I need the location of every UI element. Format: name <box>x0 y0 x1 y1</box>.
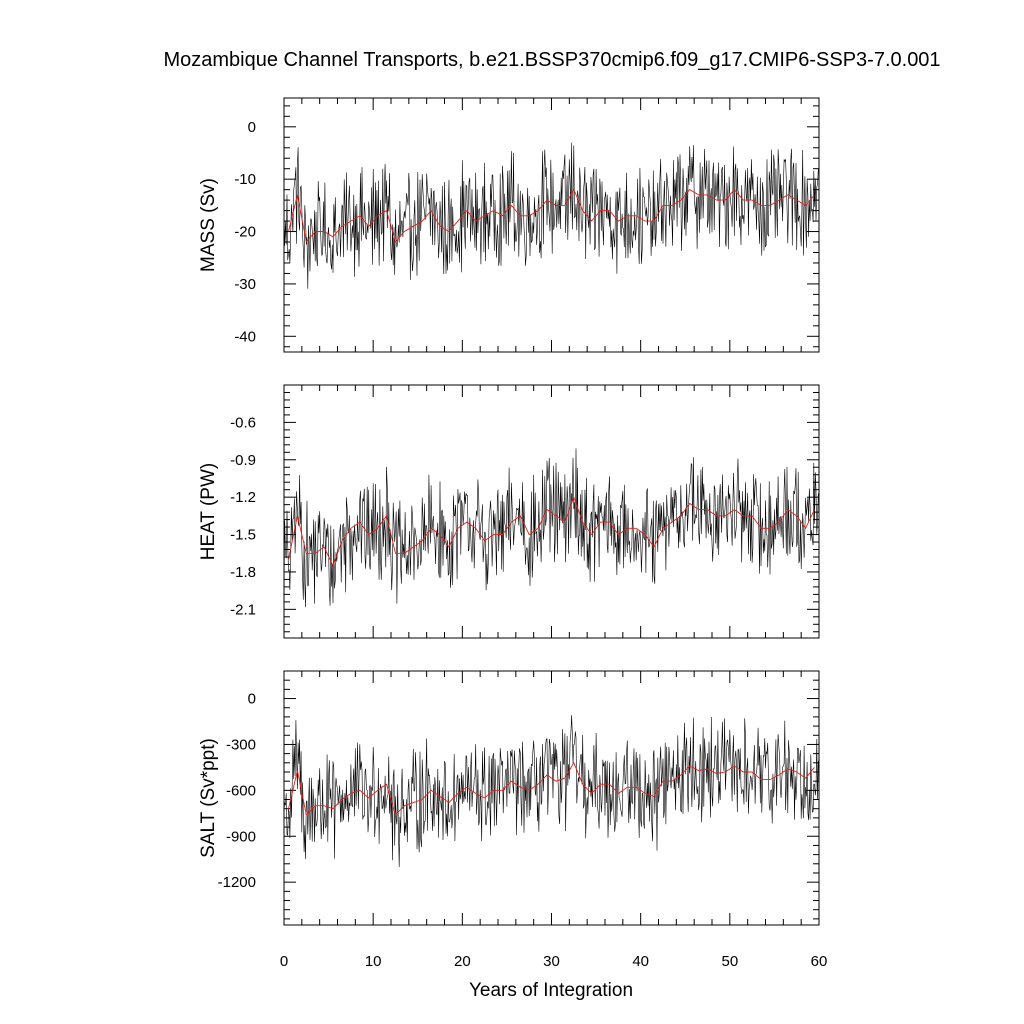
monthly-series-line <box>283 142 819 289</box>
y-tick-label: -40 <box>234 328 256 345</box>
plot-frame <box>283 384 820 639</box>
panel-mass: 0 -10 -20 -30 -40 MASS (Sv) <box>198 97 820 353</box>
x-tick-label: 20 <box>454 953 471 970</box>
annual-mean-line <box>288 495 815 567</box>
x-tick-label: 40 <box>632 953 649 970</box>
x-tick-label: 30 <box>543 953 560 970</box>
y-axis-label-heat: HEAT (PW) <box>198 463 219 560</box>
monthly-series-line <box>283 448 819 608</box>
y-tick-label: -20 <box>234 224 256 241</box>
y-tick-label: 0 <box>248 691 256 708</box>
plot-frame <box>283 97 820 353</box>
x-tick-label: 10 <box>365 953 382 970</box>
panels-group: 0 -10 -20 -30 -40 MASS (Sv) -0.6 -0.9 -1.2 -1.5 -1… <box>198 97 828 970</box>
monthly-series-line <box>283 715 819 868</box>
y-axis-label-salt: SALT (Sv*ppt) <box>198 738 219 858</box>
annual-mean-line <box>288 761 815 816</box>
y-tick-label: -0.6 <box>230 414 256 431</box>
panel-heat: -0.6 -0.9 -1.2 -1.5 -1.8 -2.1 HEAT (PW) <box>198 384 820 639</box>
y-tick-label: -900 <box>226 828 256 845</box>
panel-salt: 0 -300 -600 -900 -1200 SALT (Sv*ppt) <box>198 670 820 926</box>
y-tick-label: -10 <box>234 171 256 188</box>
plot-frame <box>283 670 820 926</box>
y-tick-label: -1.5 <box>230 527 256 544</box>
y-axis-label-mass: MASS (Sv) <box>198 178 219 272</box>
y-tick-label: 0 <box>248 119 256 136</box>
chart-title: Mozambique Channel Transports, b.e21.BSS… <box>163 49 940 71</box>
y-tick-label: -600 <box>226 782 256 799</box>
y-tick-label: -1200 <box>218 874 256 891</box>
x-tick-label: 0 <box>280 953 288 970</box>
x-tick-label: 50 <box>721 953 738 970</box>
x-axis-label: Years of Integration <box>469 980 633 1001</box>
y-tick-label: -1.2 <box>230 489 256 506</box>
y-tick-label: -30 <box>234 276 256 293</box>
y-tick-label: -2.1 <box>230 601 256 618</box>
annual-mean-line <box>288 188 815 244</box>
y-tick-label: -0.9 <box>230 452 256 469</box>
y-tick-label: -300 <box>226 736 256 753</box>
y-tick-label: -1.8 <box>230 564 256 581</box>
x-tick-label: 60 <box>811 953 828 970</box>
